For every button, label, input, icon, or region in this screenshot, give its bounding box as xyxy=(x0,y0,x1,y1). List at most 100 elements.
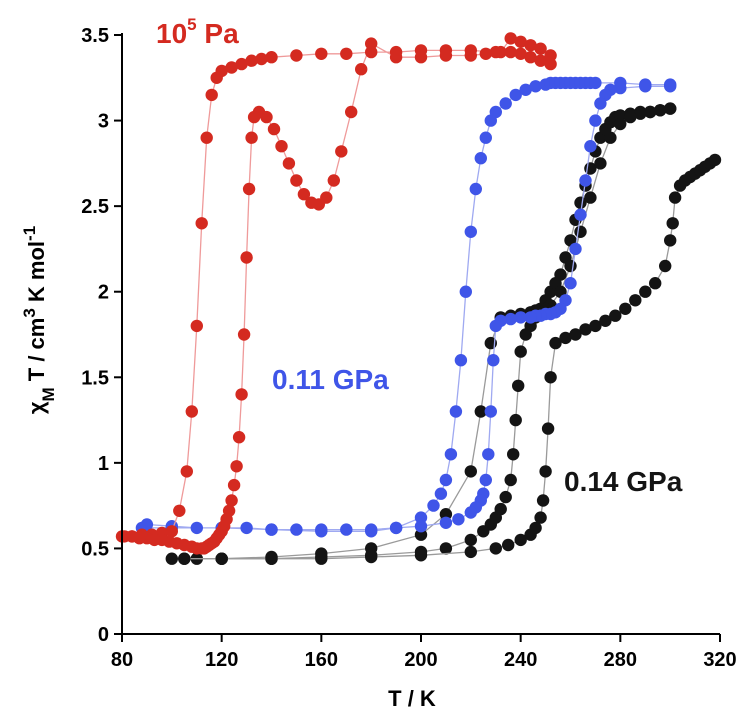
data-point xyxy=(507,448,520,461)
data-point xyxy=(668,191,682,204)
data-point xyxy=(489,105,502,119)
data-point xyxy=(235,57,248,71)
data-point xyxy=(554,268,567,281)
data-point xyxy=(624,110,637,124)
data-point xyxy=(479,131,492,144)
data-layer xyxy=(115,32,722,565)
data-point xyxy=(265,523,278,536)
data-point xyxy=(340,523,353,536)
data-point xyxy=(502,538,515,552)
x-tick-label: 240 xyxy=(504,649,537,671)
data-point xyxy=(589,76,602,90)
data-point xyxy=(494,45,507,59)
data-point xyxy=(524,311,537,324)
data-point xyxy=(544,371,557,384)
data-point xyxy=(345,105,358,119)
data-point xyxy=(541,422,555,435)
data-point xyxy=(190,319,203,333)
data-point xyxy=(544,57,557,71)
data-point xyxy=(504,45,517,59)
ticks-layer: 80 120 160 200 240 280 320 0 0.5 1 1.5 2 2.5 3 3.5 xyxy=(81,25,737,671)
x-tick-label: 120 xyxy=(205,649,238,671)
data-point xyxy=(190,521,203,535)
data-point xyxy=(327,174,340,187)
data-point xyxy=(514,35,527,48)
data-point xyxy=(464,506,477,519)
data-point xyxy=(237,328,251,341)
data-point xyxy=(584,140,597,153)
data-point xyxy=(659,259,672,273)
y-tick-label: 0 xyxy=(98,624,109,646)
data-point xyxy=(614,109,627,122)
data-point xyxy=(589,114,602,127)
data-point xyxy=(427,499,440,512)
data-point xyxy=(464,545,477,559)
data-point xyxy=(479,473,492,487)
data-point xyxy=(290,523,303,536)
data-point xyxy=(534,511,547,524)
y-tick-label: 3.5 xyxy=(81,25,109,47)
data-point xyxy=(569,328,582,341)
data-point xyxy=(708,153,722,167)
data-point xyxy=(414,51,428,64)
data-point xyxy=(434,487,448,500)
data-point xyxy=(449,405,463,418)
y-axis-title-tail: K mol xyxy=(24,241,49,308)
data-point xyxy=(604,131,617,144)
data-point xyxy=(245,131,258,144)
data-point xyxy=(290,49,303,62)
data-point xyxy=(215,64,228,78)
data-point xyxy=(529,80,542,93)
data-point xyxy=(165,525,178,538)
data-point xyxy=(489,319,502,333)
series-line xyxy=(184,159,716,560)
data-point xyxy=(639,285,652,298)
data-point xyxy=(205,88,218,102)
data-point xyxy=(664,102,677,115)
data-point xyxy=(195,217,208,230)
data-point xyxy=(519,83,532,97)
label-black: 0.14 GPa xyxy=(564,466,683,497)
data-point xyxy=(305,196,318,209)
data-point xyxy=(365,550,378,564)
data-point xyxy=(265,552,278,565)
x-tick-label: 280 xyxy=(604,649,637,671)
data-point xyxy=(389,521,403,535)
data-point xyxy=(232,431,246,444)
data-point xyxy=(355,62,368,76)
data-point xyxy=(315,523,328,536)
data-point xyxy=(464,225,477,238)
data-point xyxy=(464,533,477,547)
y-axis-title-sub: M xyxy=(39,387,58,401)
data-point xyxy=(539,465,552,478)
data-point xyxy=(619,302,632,315)
y-axis-title-mid: T / cm xyxy=(24,318,49,388)
data-point xyxy=(504,32,517,45)
data-point xyxy=(559,331,572,345)
data-point xyxy=(479,47,492,60)
data-point xyxy=(564,277,577,290)
data-point xyxy=(529,521,542,535)
data-point xyxy=(594,157,607,170)
y-tick-label: 2 xyxy=(98,282,109,304)
data-point xyxy=(514,533,527,547)
data-point xyxy=(247,110,261,124)
y-tick-label: 2.5 xyxy=(81,196,109,218)
data-point xyxy=(315,552,328,565)
data-point xyxy=(504,312,517,326)
y-tick-label: 1.5 xyxy=(81,367,109,389)
y-axis-title: χM T / cm3 K mol-1 xyxy=(20,226,58,414)
data-point xyxy=(664,234,677,247)
data-point xyxy=(235,388,248,401)
data-point xyxy=(227,478,241,492)
data-point xyxy=(140,518,154,531)
data-point xyxy=(644,105,657,119)
data-point xyxy=(225,494,238,507)
data-point xyxy=(365,37,378,50)
label-red: 105 Pa xyxy=(156,15,239,49)
data-point xyxy=(118,530,131,543)
data-point xyxy=(514,311,527,324)
data-point xyxy=(282,157,296,170)
data-point xyxy=(634,107,647,120)
data-point xyxy=(265,51,278,64)
